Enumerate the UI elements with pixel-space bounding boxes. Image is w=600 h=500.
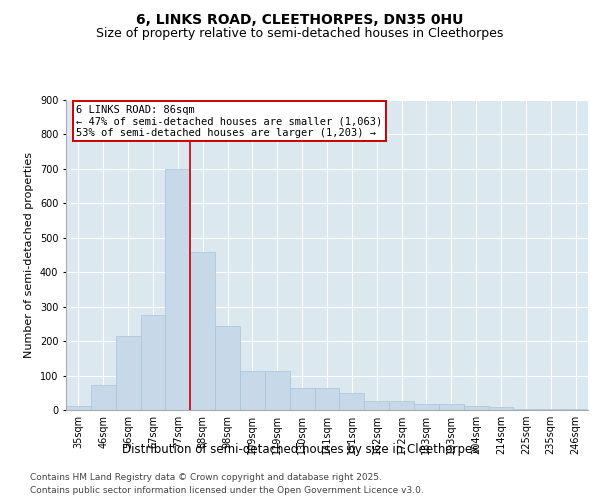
Bar <box>215 326 240 410</box>
Bar <box>240 372 265 410</box>
Text: Size of property relative to semi-detached houses in Cleethorpes: Size of property relative to semi-detach… <box>97 28 503 40</box>
Bar <box>538 409 563 410</box>
Bar <box>265 372 290 410</box>
Bar <box>514 409 538 410</box>
Text: Contains HM Land Registry data © Crown copyright and database right 2025.: Contains HM Land Registry data © Crown c… <box>30 472 382 482</box>
Bar <box>290 388 314 410</box>
Bar <box>190 252 215 410</box>
Bar <box>563 409 588 410</box>
Bar <box>464 406 488 410</box>
Bar <box>140 316 166 410</box>
Bar <box>116 336 140 410</box>
Bar <box>66 406 91 410</box>
Bar <box>488 407 514 410</box>
Bar <box>314 388 340 410</box>
Bar <box>389 400 414 410</box>
Bar <box>439 404 464 410</box>
Bar <box>91 385 116 410</box>
Y-axis label: Number of semi-detached properties: Number of semi-detached properties <box>25 152 34 358</box>
Bar <box>340 393 364 410</box>
Bar <box>364 400 389 410</box>
Bar <box>166 169 190 410</box>
Bar <box>414 404 439 410</box>
Text: Distribution of semi-detached houses by size in Cleethorpes: Distribution of semi-detached houses by … <box>122 442 478 456</box>
Text: Contains public sector information licensed under the Open Government Licence v3: Contains public sector information licen… <box>30 486 424 495</box>
Text: 6, LINKS ROAD, CLEETHORPES, DN35 0HU: 6, LINKS ROAD, CLEETHORPES, DN35 0HU <box>136 12 464 26</box>
Text: 6 LINKS ROAD: 86sqm
← 47% of semi-detached houses are smaller (1,063)
53% of sem: 6 LINKS ROAD: 86sqm ← 47% of semi-detach… <box>76 104 383 138</box>
